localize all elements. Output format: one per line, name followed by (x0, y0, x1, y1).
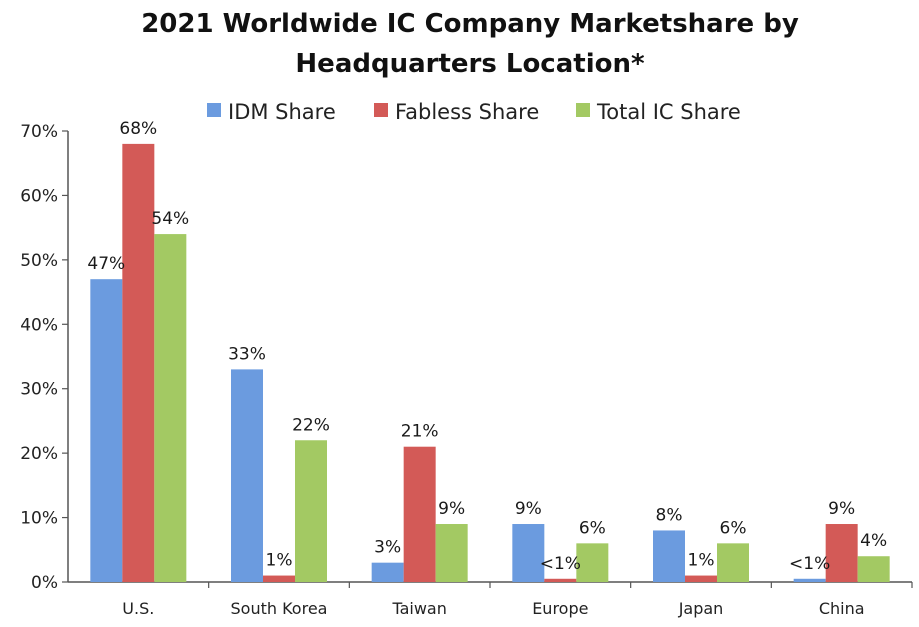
bar-value-label: 1% (688, 551, 715, 571)
axes: 0% 10% 20% 30% 40% 50% 60% 70% U.S. South Korea Ta… (20, 122, 913, 618)
bar-value-label: 6% (720, 518, 747, 538)
x-category-label: U.S. (122, 599, 154, 618)
bar (576, 543, 609, 582)
legend-label-idm: IDM Share (228, 100, 336, 124)
bar (512, 524, 545, 582)
legend-swatch-idm (207, 103, 221, 117)
y-tick-label: 20% (20, 444, 58, 464)
bar (793, 578, 826, 582)
x-category-label: China (819, 599, 865, 618)
bar-value-label: 1% (266, 551, 293, 571)
y-tick-label: 40% (20, 315, 58, 335)
bar-value-label: 9% (515, 499, 542, 519)
bar (544, 578, 577, 582)
legend: IDM Share Fabless Share Total IC Share (207, 100, 741, 124)
bar-value-label: 47% (87, 254, 125, 274)
y-tick-label: 60% (20, 186, 58, 206)
bar (653, 530, 685, 582)
bar (231, 369, 263, 582)
bar (857, 556, 890, 582)
bar-value-label: 22% (292, 415, 330, 435)
y-tick-label: 70% (20, 122, 58, 142)
y-tick-label: 50% (20, 251, 58, 271)
bar-value-label: 9% (828, 499, 855, 519)
chart-title-line-1: 2021 Worldwide IC Company Marketshare by (141, 9, 799, 39)
y-tick-label: 30% (20, 380, 58, 400)
x-category-label: Taiwan (391, 599, 446, 618)
bar (685, 575, 717, 582)
bar (371, 562, 404, 582)
bar (295, 440, 327, 582)
bar-value-label: 21% (401, 422, 439, 442)
legend-label-total: Total IC Share (596, 100, 741, 124)
bar (435, 524, 468, 582)
chart-title-line-2: Headquarters Location* (295, 49, 645, 79)
bar (122, 143, 155, 582)
x-category-label: South Korea (231, 599, 328, 618)
x-category-label: Europe (532, 599, 588, 618)
bar-value-label: 9% (438, 499, 465, 519)
y-tick-label: 10% (20, 509, 58, 529)
bar (263, 575, 295, 582)
data-labels: 47%68%54%33%1%22%3%21%9% 9%<1%6%8%1%6%<1%… (87, 119, 887, 574)
bar-value-label: 33% (228, 344, 266, 364)
x-category-label: Japan (678, 599, 724, 618)
bars (90, 143, 890, 583)
legend-swatch-fabless (374, 103, 388, 117)
bar-value-label: <1% (789, 554, 830, 574)
bar-value-label: 8% (656, 505, 683, 525)
bar (90, 279, 123, 582)
bar-value-label: 54% (151, 209, 189, 229)
bar-value-label: 3% (374, 538, 401, 558)
bar-value-label: 4% (860, 531, 887, 551)
bar-value-label: 6% (579, 518, 606, 538)
bar-value-label: 68% (119, 119, 157, 139)
bar (403, 446, 436, 582)
legend-label-fabless: Fabless Share (395, 100, 539, 124)
bar-value-label: <1% (540, 554, 581, 574)
bar (717, 543, 749, 582)
bar (154, 234, 187, 583)
bar (825, 524, 858, 582)
y-tick-label: 0% (31, 573, 58, 593)
legend-swatch-total (576, 103, 590, 117)
